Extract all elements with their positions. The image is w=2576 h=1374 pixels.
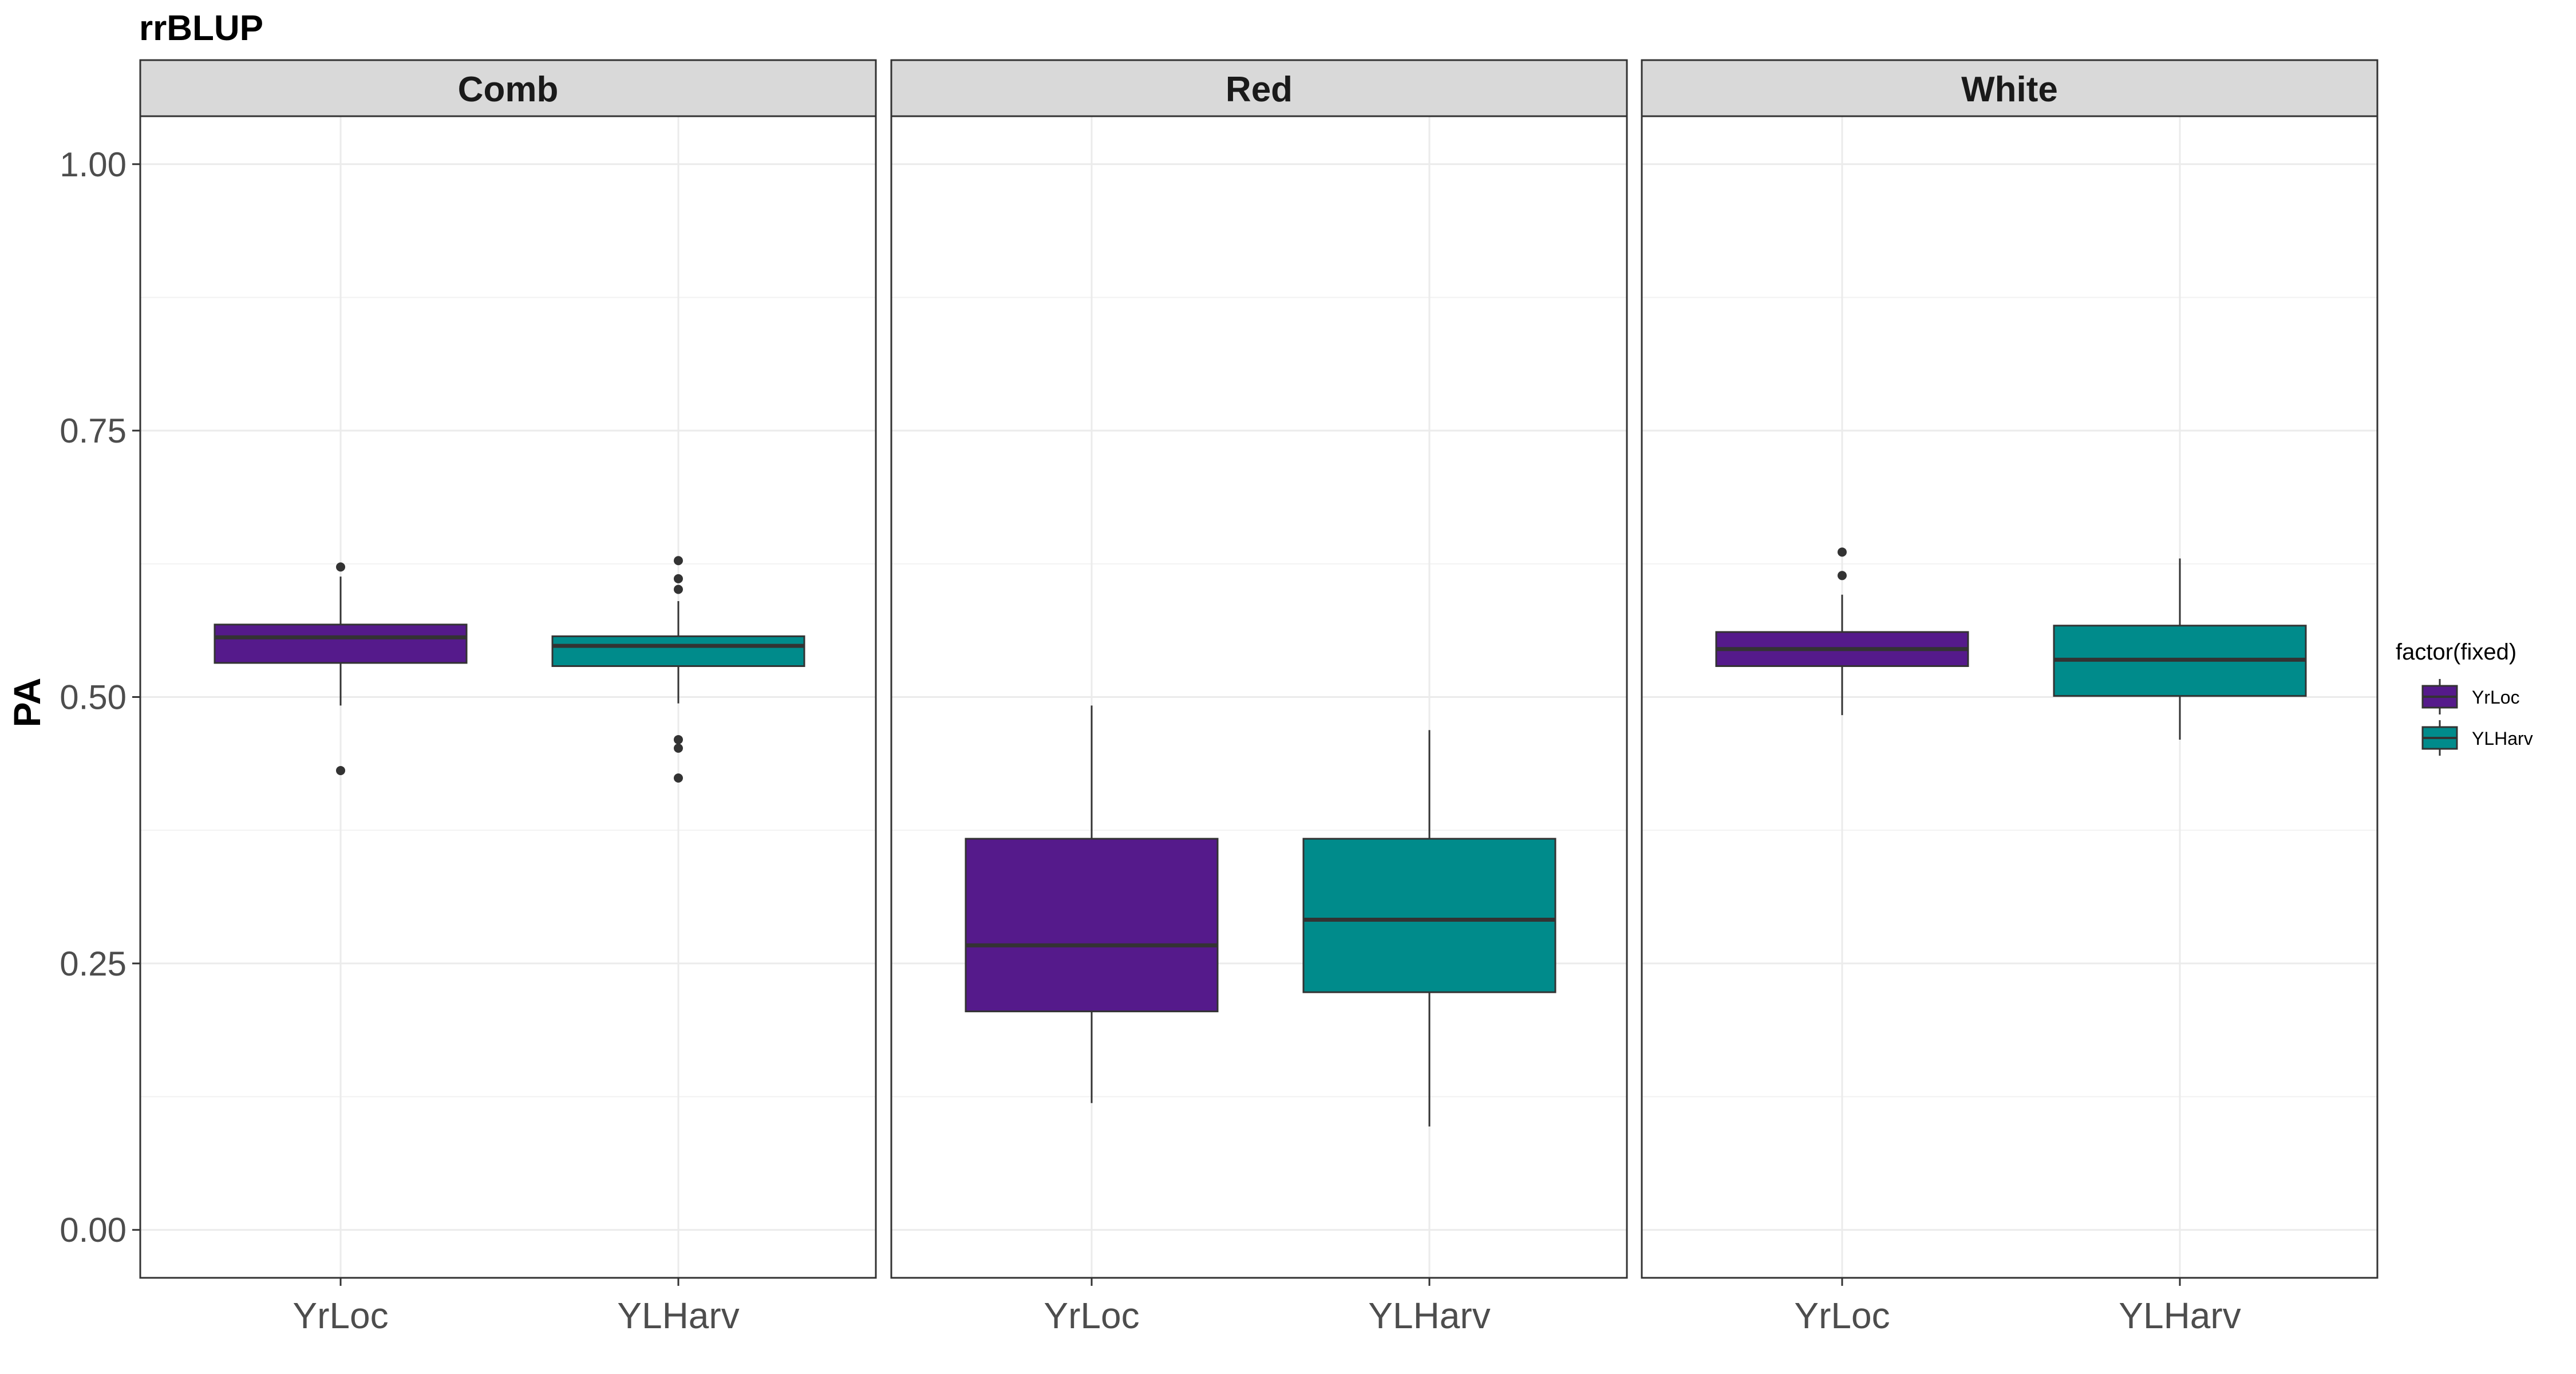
facet-strip bbox=[1641, 59, 2379, 117]
panel-border bbox=[890, 115, 1628, 1279]
facet-strip-label: White bbox=[1961, 70, 2058, 109]
y-axis-ticks: 0.00 0.25 0.50 0.75 1.00 bbox=[60, 145, 140, 1249]
legend-item-yrloc: YrLoc bbox=[2421, 679, 2520, 714]
facet-strip-label: Comb bbox=[458, 70, 559, 109]
outlier-point bbox=[674, 574, 683, 583]
facet-strip-label: Red bbox=[1226, 70, 1293, 109]
box-iqr bbox=[1302, 838, 1556, 993]
outlier-point bbox=[674, 556, 683, 566]
outlier-point bbox=[336, 562, 345, 572]
box-ylharv bbox=[2053, 558, 2307, 740]
panel-border bbox=[139, 115, 877, 1279]
outlier-point bbox=[674, 743, 683, 753]
box-yrloc bbox=[1715, 547, 1969, 716]
y-tick-label: 0.00 bbox=[60, 1211, 127, 1249]
legend-item-ylharv: YLHarv bbox=[2421, 720, 2533, 756]
outlier-point bbox=[1838, 571, 1847, 581]
facet-panel-white: White YrLoc YLHarv bbox=[1641, 59, 2379, 1336]
box-iqr bbox=[214, 623, 468, 664]
legend: factor(fixed) YrLoc YLHarv bbox=[2396, 639, 2533, 756]
legend-label: YrLoc bbox=[2472, 687, 2520, 708]
facet-strip bbox=[139, 59, 877, 117]
legend-label: YLHarv bbox=[2472, 728, 2533, 749]
legend-title: factor(fixed) bbox=[2396, 639, 2516, 665]
box-iqr bbox=[551, 635, 805, 668]
box-ylharv bbox=[551, 556, 805, 783]
facet-panel-red: Red YrLoc YLHarv bbox=[890, 59, 1628, 1336]
outlier-point bbox=[674, 735, 683, 744]
box-ylharv bbox=[1302, 730, 1556, 1127]
y-tick-label: 0.50 bbox=[60, 678, 127, 717]
box-yrloc bbox=[965, 705, 1219, 1103]
chart-title: rrBLUP bbox=[139, 9, 263, 48]
x-tick-label: YLHarv bbox=[1368, 1295, 1490, 1336]
panel-border bbox=[1641, 115, 2379, 1279]
x-tick-label: YrLoc bbox=[293, 1295, 388, 1336]
x-tick-label: YrLoc bbox=[1794, 1295, 1890, 1336]
x-tick-label: YLHarv bbox=[617, 1295, 739, 1336]
x-tick-label: YrLoc bbox=[1044, 1295, 1139, 1336]
outlier-point bbox=[674, 773, 683, 783]
facet-panels: Comb YrLoc YLHarv Red YrLoc YLHarv White YrLoc Y… bbox=[139, 59, 2379, 1336]
y-tick-label: 0.25 bbox=[60, 945, 127, 983]
outlier-point bbox=[674, 585, 683, 594]
box-yrloc bbox=[214, 562, 468, 775]
facet-panel-comb: Comb YrLoc YLHarv bbox=[139, 59, 877, 1336]
facet-strip bbox=[890, 59, 1628, 117]
x-tick-label: YLHarv bbox=[2119, 1295, 2241, 1336]
outlier-point bbox=[1838, 547, 1847, 557]
y-tick-label: 1.00 bbox=[60, 145, 127, 184]
y-axis-label: PA bbox=[6, 678, 48, 728]
outlier-point bbox=[336, 765, 345, 775]
box-iqr bbox=[965, 838, 1219, 1013]
y-tick-label: 0.75 bbox=[60, 412, 127, 450]
